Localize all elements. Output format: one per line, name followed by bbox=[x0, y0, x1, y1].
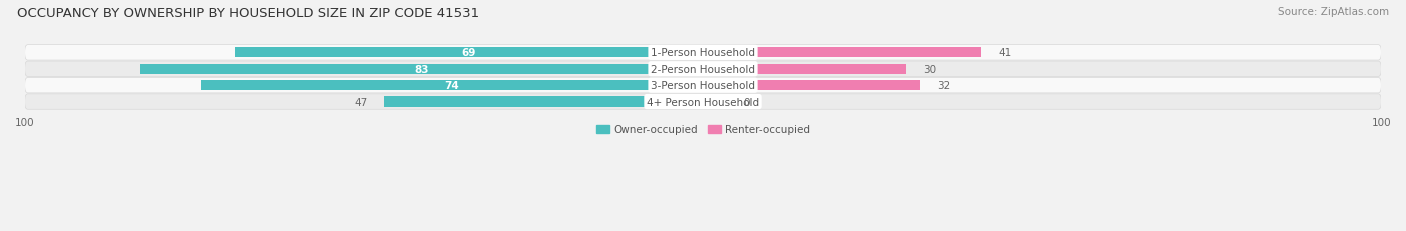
Bar bbox=[201, 81, 703, 91]
Bar bbox=[703, 64, 907, 75]
Text: 41: 41 bbox=[998, 48, 1011, 58]
Text: 3-Person Household: 3-Person Household bbox=[651, 81, 755, 91]
Text: 2-Person Household: 2-Person Household bbox=[651, 64, 755, 74]
Text: OCCUPANCY BY OWNERSHIP BY HOUSEHOLD SIZE IN ZIP CODE 41531: OCCUPANCY BY OWNERSHIP BY HOUSEHOLD SIZE… bbox=[17, 7, 479, 20]
Bar bbox=[703, 97, 730, 107]
Bar bbox=[703, 81, 920, 91]
FancyBboxPatch shape bbox=[25, 78, 1381, 94]
FancyBboxPatch shape bbox=[25, 62, 1381, 77]
FancyBboxPatch shape bbox=[25, 94, 1381, 110]
Text: 0: 0 bbox=[744, 97, 751, 107]
Text: 69: 69 bbox=[461, 48, 477, 58]
Bar bbox=[384, 97, 703, 107]
Text: 32: 32 bbox=[936, 81, 950, 91]
Text: Source: ZipAtlas.com: Source: ZipAtlas.com bbox=[1278, 7, 1389, 17]
Bar bbox=[235, 48, 703, 58]
Text: 4+ Person Household: 4+ Person Household bbox=[647, 97, 759, 107]
FancyBboxPatch shape bbox=[25, 46, 1381, 61]
Text: 83: 83 bbox=[415, 64, 429, 74]
Text: 47: 47 bbox=[354, 97, 367, 107]
Bar bbox=[703, 48, 981, 58]
Bar bbox=[141, 64, 703, 75]
Legend: Owner-occupied, Renter-occupied: Owner-occupied, Renter-occupied bbox=[592, 121, 814, 139]
Text: 74: 74 bbox=[444, 81, 460, 91]
Text: 1-Person Household: 1-Person Household bbox=[651, 48, 755, 58]
Text: 30: 30 bbox=[924, 64, 936, 74]
